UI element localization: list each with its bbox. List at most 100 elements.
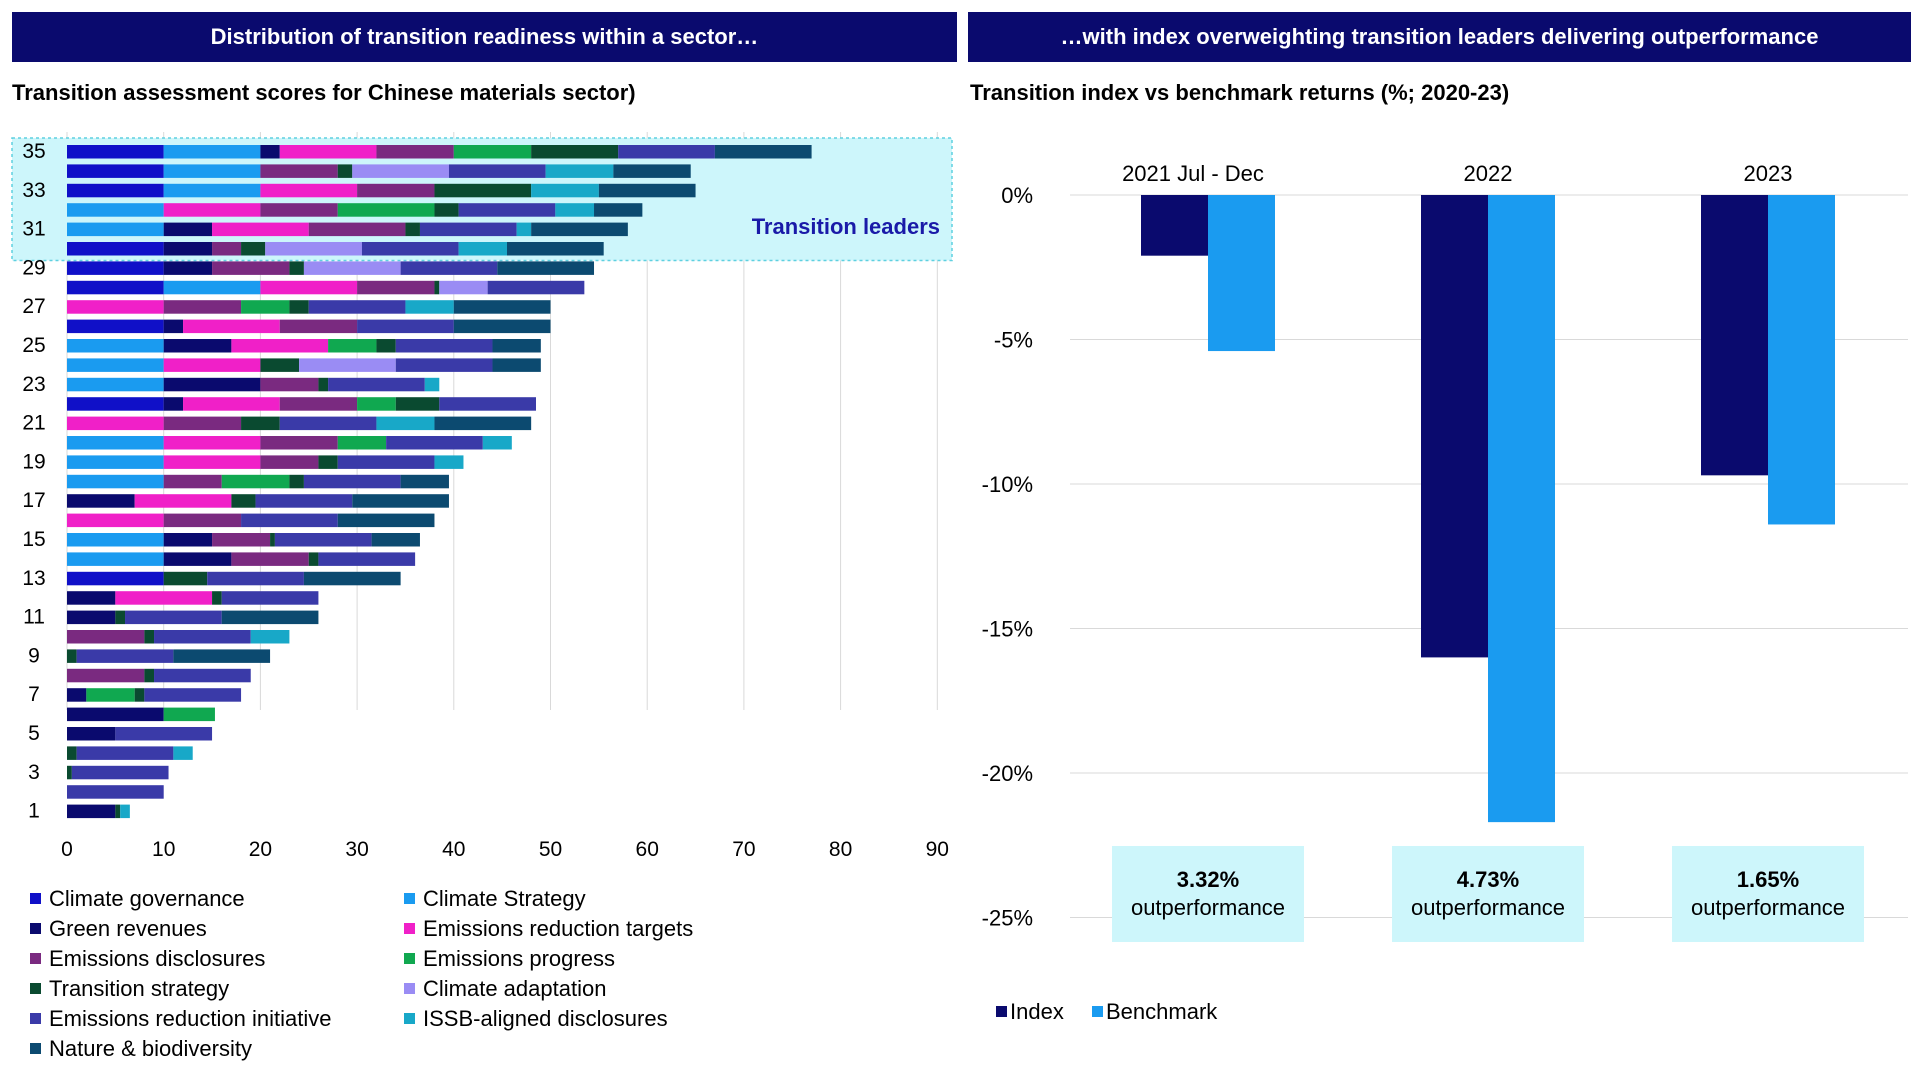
- bar-segment: [163, 280, 261, 295]
- bar-segment: [134, 494, 232, 508]
- bar-segment: [279, 397, 358, 411]
- right-chart-subtitle: Transition index vs benchmark returns (%…: [970, 80, 1510, 105]
- y-tick-label: 29: [22, 256, 45, 279]
- return-bar: [1768, 195, 1835, 525]
- bar-segment: [134, 688, 145, 702]
- bar-segment: [260, 377, 319, 392]
- bar-segment: [448, 164, 546, 178]
- bar-segment: [516, 222, 532, 237]
- bar-segment: [67, 688, 87, 702]
- bar-segment: [144, 688, 242, 702]
- bar-segment: [67, 513, 164, 528]
- bar-segment: [67, 552, 164, 566]
- bar-segment: [71, 765, 169, 780]
- legend-swatch: [30, 893, 41, 904]
- y-tick-label: -20%: [982, 761, 1033, 786]
- x-tick-label: 50: [539, 838, 562, 861]
- bar-segment: [492, 339, 541, 353]
- bar-segment: [400, 474, 449, 489]
- left-banner: Distribution of transition readiness wit…: [12, 12, 957, 62]
- x-tick-label: 90: [926, 838, 949, 861]
- bar-segment: [328, 339, 377, 353]
- bar-segment: [598, 183, 696, 198]
- y-tick-label: -5%: [994, 328, 1033, 353]
- bar-segment: [144, 668, 155, 683]
- bar-segment: [67, 668, 145, 683]
- bar-segment: [260, 455, 319, 469]
- legend-swatch: [30, 923, 41, 934]
- bar-segment: [434, 280, 440, 295]
- outperformance-text: outperformance: [1691, 895, 1845, 920]
- outperformance-callout: [1112, 846, 1304, 942]
- bar-segment: [545, 164, 614, 178]
- bar-segment: [163, 222, 213, 237]
- bar-segment: [67, 242, 164, 256]
- y-tick-label: 15: [22, 528, 45, 551]
- bar-segment: [328, 377, 425, 392]
- bar-segment: [458, 242, 507, 256]
- bar-segment: [318, 377, 329, 392]
- y-tick-label: -15%: [982, 617, 1033, 642]
- bar-segment: [163, 358, 261, 372]
- bar-segment: [260, 164, 338, 178]
- bar-segment: [76, 649, 174, 663]
- bar-segment: [163, 474, 222, 489]
- legend-swatch: [404, 983, 415, 994]
- bar-segment: [395, 358, 493, 372]
- y-tick-label: 25: [22, 334, 45, 357]
- bar-segment: [260, 436, 338, 450]
- bar-segment: [241, 416, 280, 431]
- bar-segment: [67, 727, 116, 741]
- outperformance-value: 3.32%: [1177, 867, 1239, 892]
- outperformance-value: 4.73%: [1457, 867, 1519, 892]
- bar-segment: [212, 533, 271, 547]
- legend-item: Climate Strategy: [404, 885, 824, 912]
- bar-segment: [163, 164, 261, 178]
- y-tick-label: -25%: [982, 906, 1033, 931]
- return-bar: [1208, 195, 1275, 352]
- y-tick-label: 5: [28, 722, 40, 745]
- bar-segment: [67, 358, 164, 372]
- bar-segment: [67, 630, 145, 644]
- bar-segment: [337, 164, 353, 178]
- legend-item: Green revenues: [30, 915, 404, 942]
- bar-segment: [163, 203, 261, 217]
- legend-label: Emissions disclosures: [49, 945, 266, 971]
- bar-segment: [76, 746, 174, 760]
- category-label: 2021 Jul - Dec: [1122, 161, 1264, 186]
- return-bar: [1141, 195, 1208, 256]
- legend-swatch: [404, 893, 415, 904]
- category-label: 2022: [1464, 161, 1513, 186]
- bar-segment: [487, 280, 585, 295]
- legend-item: Emissions progress: [404, 945, 824, 972]
- legend-label: Emissions reduction targets: [423, 915, 694, 941]
- bar-segment: [255, 494, 353, 508]
- legend-item: Emissions reduction targets: [404, 915, 824, 942]
- legend-swatch: [30, 983, 41, 994]
- bar-segment: [154, 668, 251, 683]
- bar-segment: [67, 397, 164, 411]
- bar-segment: [308, 552, 319, 566]
- bar-segment: [361, 242, 459, 256]
- bar-segment: [221, 610, 319, 625]
- bar-segment: [173, 649, 271, 663]
- bar-segment: [337, 513, 435, 528]
- bar-segment: [260, 358, 300, 372]
- bar-segment: [173, 746, 193, 760]
- bar-segment: [120, 804, 130, 819]
- legend-swatch: [30, 953, 41, 964]
- left-chart-subtitle: Transition assessment scores for Chinese…: [12, 80, 636, 105]
- bar-segment: [212, 591, 222, 605]
- bar-segment: [183, 397, 280, 411]
- bar-segment: [453, 319, 551, 334]
- bar-segment: [163, 436, 261, 450]
- bar-segment: [67, 571, 164, 586]
- bar-segment: [594, 203, 643, 217]
- bar-segment: [163, 455, 261, 469]
- bar-segment: [67, 436, 164, 450]
- y-tick-label: 7: [28, 683, 40, 706]
- bar-segment: [453, 145, 532, 159]
- bar-segment: [67, 222, 164, 237]
- bar-segment: [67, 300, 164, 314]
- bar-segment: [531, 183, 599, 198]
